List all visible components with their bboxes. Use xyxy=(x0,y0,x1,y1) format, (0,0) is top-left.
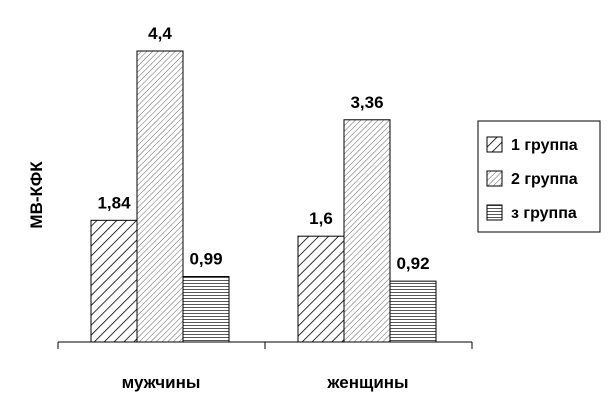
bars-layer xyxy=(90,50,437,343)
legend-swatch-3 xyxy=(486,204,503,221)
bar-3-2 xyxy=(389,280,437,343)
data-label-1-2: 1,6 xyxy=(309,209,333,228)
data-label-3-1: 0,99 xyxy=(189,250,222,269)
bar-3-1 xyxy=(182,276,230,343)
legend: 1 группа 2 группа з группа xyxy=(477,120,601,233)
legend-items: 1 группа 2 группа з группа xyxy=(486,136,578,222)
legend-label-3: з группа xyxy=(511,205,577,222)
bar-1-2 xyxy=(297,235,345,343)
data-label-3-2: 0,92 xyxy=(396,254,429,273)
data-label-2-2: 3,36 xyxy=(350,93,383,112)
data-label-2-1: 4,4 xyxy=(148,24,172,43)
value-labels-layer: 1,84 4,4 0,99 1,6 3,36 0,92 xyxy=(97,24,429,273)
bar-2-1 xyxy=(136,50,184,343)
data-label-1-1: 1,84 xyxy=(97,193,131,212)
bar-1-1 xyxy=(90,219,138,343)
bar-2-2 xyxy=(343,119,391,343)
category-label-2: женщины xyxy=(326,373,408,392)
legend-swatch-1 xyxy=(486,136,503,153)
legend-swatch-2 xyxy=(486,170,503,187)
category-labels: мужчины женщины xyxy=(122,373,409,392)
legend-label-2: 2 группа xyxy=(511,171,578,188)
y-axis-label: МВ-КФК xyxy=(27,161,46,229)
x-axis-ticks xyxy=(57,342,473,349)
category-label-1: мужчины xyxy=(122,373,201,392)
legend-label-1: 1 группа xyxy=(511,137,578,154)
